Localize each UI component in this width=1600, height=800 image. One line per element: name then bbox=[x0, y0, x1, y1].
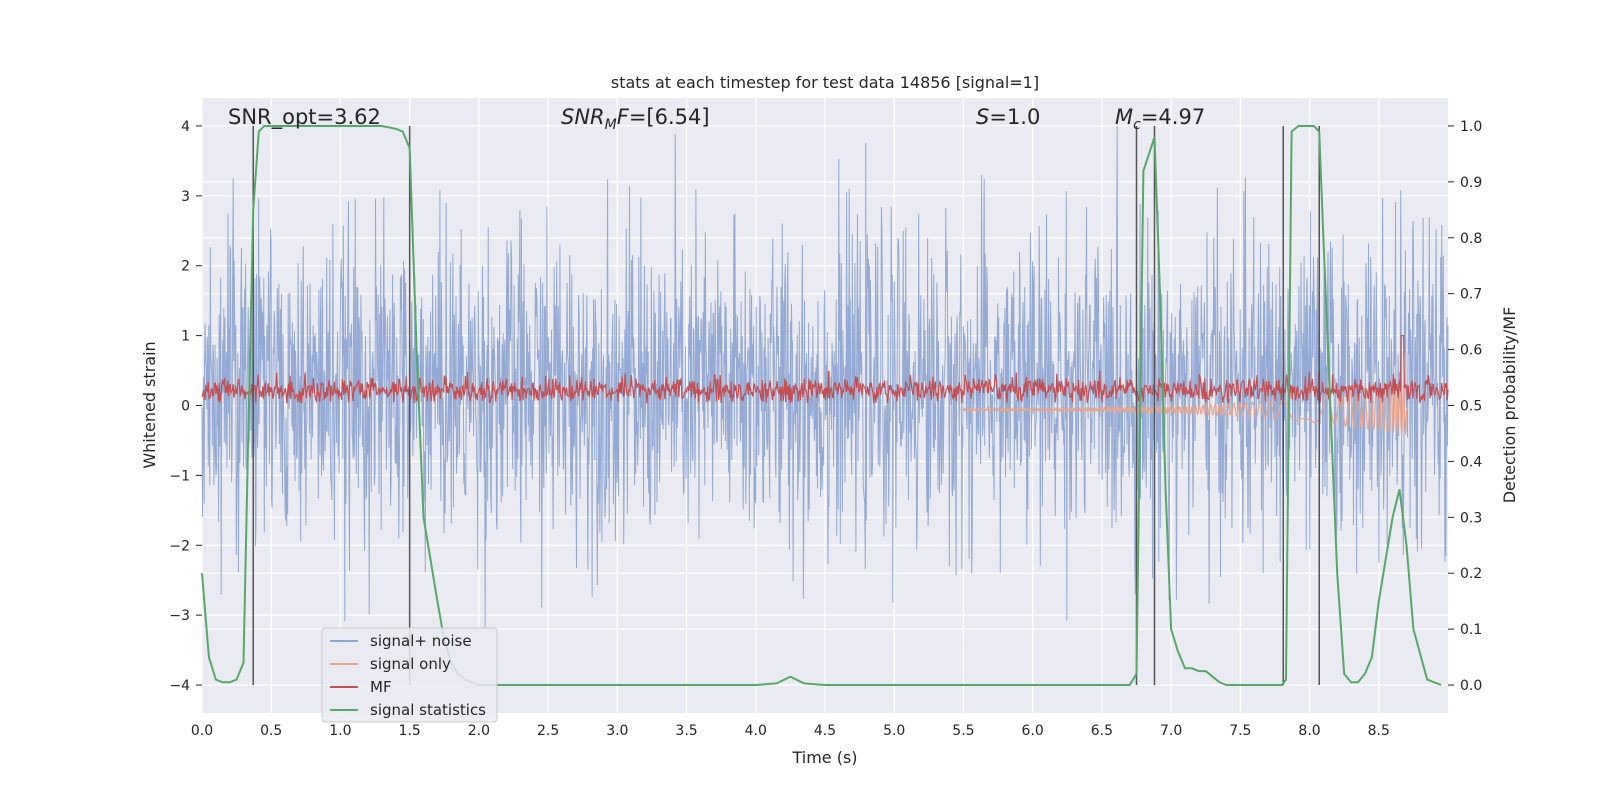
y-axis-label: Whitened strain bbox=[140, 341, 159, 468]
legend-label-signal-only: signal only bbox=[370, 655, 451, 673]
y-tick-label: −4 bbox=[169, 678, 190, 694]
x-tick-label: 4.5 bbox=[814, 723, 836, 739]
y2-tick-label: 0.8 bbox=[1460, 231, 1482, 247]
x-tick-label: 6.0 bbox=[1022, 723, 1044, 739]
y2-tick-label: 1.0 bbox=[1460, 119, 1482, 135]
x-tick-label: 8.0 bbox=[1298, 723, 1320, 739]
x-tick-label: 6.5 bbox=[1091, 723, 1113, 739]
y2-tick-label: 0.7 bbox=[1460, 287, 1482, 303]
y-tick-label: −1 bbox=[169, 468, 190, 484]
x-tick-label: 0.5 bbox=[260, 723, 282, 739]
signal-only-line bbox=[963, 385, 1408, 435]
x-axis-ticks: 0.0 0.5 1.0 1.5 2.0 2.5 3.0 3.5 4.0 4.5 5.0 5.5 6.0 6… bbox=[191, 723, 1390, 739]
x-tick-label: 8.5 bbox=[1368, 723, 1390, 739]
y2-tick-label: 0.9 bbox=[1460, 175, 1482, 191]
chart-title: stats at each timestep for test data 148… bbox=[611, 73, 1039, 92]
x-tick-label: 7.5 bbox=[1229, 723, 1251, 739]
x-tick-label: 1.5 bbox=[399, 723, 421, 739]
y2-tick-label: 0.3 bbox=[1460, 510, 1482, 526]
y-tick-label: 0 bbox=[181, 399, 190, 415]
y2-tick-label: 0.1 bbox=[1460, 622, 1482, 638]
legend-label-mf: MF bbox=[370, 678, 392, 696]
annotation-snr-mf: SNRMF=[6.54] bbox=[561, 105, 710, 133]
x-tick-label: 7.0 bbox=[1160, 723, 1182, 739]
y-axis-ticks: 4 3 2 1 0 −1 −2 −3 −4 bbox=[169, 119, 202, 694]
y2-tick-label: 0.0 bbox=[1460, 678, 1482, 694]
x-axis-label: Time (s) bbox=[791, 748, 857, 767]
y-tick-label: 1 bbox=[181, 329, 190, 345]
x-tick-label: 3.5 bbox=[675, 723, 697, 739]
y-tick-label: −2 bbox=[169, 538, 190, 554]
vertical-markers bbox=[252, 125, 1320, 686]
y2-tick-label: 0.2 bbox=[1460, 566, 1482, 582]
x-tick-label: 2.5 bbox=[537, 723, 559, 739]
y2-axis-ticks: 1.0 0.9 0.8 0.7 0.6 0.5 0.4 0.3 0.2 0.1 0.0 bbox=[1448, 119, 1482, 694]
x-tick-label: 2.0 bbox=[468, 723, 490, 739]
y2-tick-label: 0.4 bbox=[1460, 454, 1482, 470]
y2-axis-label: Detection probability/MF bbox=[1500, 307, 1519, 504]
signal-statistics-series bbox=[201, 125, 1442, 686]
x-tick-label: 3.0 bbox=[606, 723, 628, 739]
x-tick-label: 4.0 bbox=[745, 723, 767, 739]
x-tick-label: 5.0 bbox=[883, 723, 905, 739]
y2-tick-label: 0.5 bbox=[1460, 399, 1482, 415]
y-tick-label: 4 bbox=[181, 119, 190, 135]
y2-tick-label: 0.6 bbox=[1460, 343, 1482, 359]
legend-box bbox=[321, 627, 498, 723]
annotation-mc: Mc=4.97 bbox=[1115, 105, 1205, 133]
legend: signal+ noise signal only MF signal stat… bbox=[321, 627, 498, 723]
y-tick-label: 2 bbox=[181, 259, 190, 275]
x-tick-label: 1.0 bbox=[329, 723, 351, 739]
legend-label-signal-noise: signal+ noise bbox=[370, 632, 472, 650]
annotation-s: S=1.0 bbox=[976, 105, 1040, 129]
y-tick-label: 3 bbox=[181, 189, 190, 205]
signal-only-series bbox=[963, 385, 1408, 435]
signal-statistics-line bbox=[201, 125, 1442, 686]
x-tick-label: 0.0 bbox=[191, 723, 213, 739]
annotations: SNR_opt=3.62 SNRMF=[6.54] S=1.0 Mc=4.97 bbox=[228, 105, 1205, 133]
y-tick-label: −3 bbox=[169, 608, 190, 624]
legend-label-signal-statistics: signal statistics bbox=[370, 701, 486, 719]
x-tick-label: 5.5 bbox=[952, 723, 974, 739]
annotation-snr-opt: SNR_opt=3.62 bbox=[228, 105, 381, 130]
